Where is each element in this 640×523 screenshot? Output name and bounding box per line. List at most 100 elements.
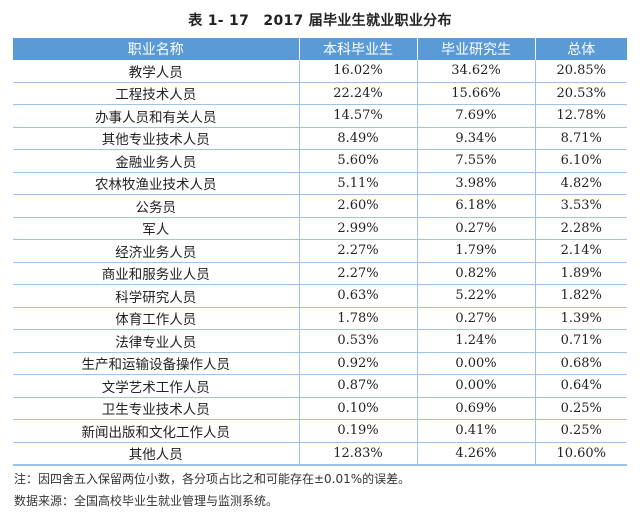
graduate-share-cell: 0.69% — [417, 397, 536, 420]
table-row: 体育工作人员 1.78% 0.27% 1.39% — [13, 307, 627, 330]
occupation-cell: 卫生专业技术人员 — [13, 397, 300, 420]
occupation-cell: 农林牧渔业技术人员 — [13, 172, 300, 195]
undergraduate-share-cell: 22.24% — [299, 82, 418, 105]
undergraduate-share-cell: 0.87% — [299, 374, 418, 398]
table-row: 公务员 2.60% 6.18% 3.53% — [13, 194, 627, 218]
table-row: 卫生专业技术人员 0.10% 0.69% 0.25% — [13, 397, 627, 420]
overall-share-cell: 1.82% — [535, 284, 627, 308]
table-row: 经济业务人员 2.27% 1.79% 2.14% — [13, 239, 627, 263]
undergraduate-share-cell: 12.83% — [299, 442, 418, 466]
graduate-share-cell: 6.18% — [417, 194, 536, 218]
overall-share-cell: 4.82% — [535, 172, 627, 195]
overall-share-cell: 10.60% — [535, 442, 627, 466]
occupation-cell: 其他人员 — [13, 442, 300, 466]
table-row: 办事人员和有关人员 14.57% 7.69% 12.78% — [13, 104, 627, 128]
column-header-overall: 总体 — [535, 38, 627, 60]
table-row: 农林牧渔业技术人员 5.11% 3.98% 4.82% — [13, 172, 627, 195]
overall-share-cell: 20.85% — [535, 60, 627, 83]
overall-share-cell: 1.39% — [535, 307, 627, 330]
undergraduate-share-cell: 14.57% — [299, 104, 418, 128]
undergraduate-share-cell: 16.02% — [299, 60, 418, 83]
graduate-share-cell: 0.27% — [417, 307, 536, 330]
overall-share-cell: 0.64% — [535, 374, 627, 398]
overall-share-cell: 1.89% — [535, 262, 627, 285]
occupation-cell: 生产和运输设备操作人员 — [13, 352, 300, 375]
column-header-undergraduate: 本科毕业生 — [299, 38, 418, 60]
occupation-cell: 军人 — [13, 217, 300, 240]
table-row: 商业和服务业人员 2.27% 0.82% 1.89% — [13, 262, 627, 285]
table-row: 文学艺术工作人员 0.87% 0.00% 0.64% — [13, 374, 627, 398]
graduate-share-cell: 0.82% — [417, 262, 536, 285]
undergraduate-share-cell: 5.11% — [299, 172, 418, 195]
undergraduate-share-cell: 5.60% — [299, 149, 418, 173]
undergraduate-share-cell: 2.60% — [299, 194, 418, 218]
graduate-share-cell: 0.00% — [417, 374, 536, 398]
occupation-cell: 其他专业技术人员 — [13, 127, 300, 150]
table-row: 其他专业技术人员 8.49% 9.34% 8.71% — [13, 127, 627, 150]
undergraduate-share-cell: 0.10% — [299, 397, 418, 420]
table-row: 军人 2.99% 0.27% 2.28% — [13, 217, 627, 240]
occupation-cell: 办事人员和有关人员 — [13, 104, 300, 128]
undergraduate-share-cell: 1.78% — [299, 307, 418, 330]
table-row: 工程技术人员 22.24% 15.66% 20.53% — [13, 82, 627, 105]
undergraduate-share-cell: 0.63% — [299, 284, 418, 308]
occupation-cell: 法律专业人员 — [13, 329, 300, 353]
graduate-share-cell: 15.66% — [417, 82, 536, 105]
occupation-cell: 体育工作人员 — [13, 307, 300, 330]
overall-share-cell: 2.14% — [535, 239, 627, 263]
occupation-cell: 经济业务人员 — [13, 239, 300, 263]
table-row: 教学人员 16.02% 34.62% 20.85% — [13, 60, 627, 83]
undergraduate-share-cell: 2.27% — [299, 262, 418, 285]
column-header-graduate: 毕业研究生 — [417, 38, 536, 60]
table-row: 生产和运输设备操作人员 0.92% 0.00% 0.68% — [13, 352, 627, 375]
occupation-cell: 公务员 — [13, 194, 300, 218]
graduate-share-cell: 4.26% — [417, 442, 536, 466]
overall-share-cell: 0.25% — [535, 397, 627, 420]
graduate-share-cell: 3.98% — [417, 172, 536, 195]
source-note: 数据来源：全国高校毕业生就业管理与监测系统。 — [14, 494, 279, 508]
graduate-share-cell: 0.00% — [417, 352, 536, 375]
graduate-share-cell: 0.27% — [417, 217, 536, 240]
overall-share-cell: 0.71% — [535, 329, 627, 353]
occupation-cell: 科学研究人员 — [13, 284, 300, 308]
graduate-share-cell: 9.34% — [417, 127, 536, 150]
undergraduate-share-cell: 0.19% — [299, 419, 418, 443]
occupation-cell: 教学人员 — [13, 60, 300, 83]
occupation-distribution-table: 职业名称 本科毕业生 毕业研究生 总体 教学人员 16.02% 34.62% 20.8… — [13, 38, 627, 466]
occupation-cell: 工程技术人员 — [13, 82, 300, 105]
table-title: 表 1- 17 2017 届毕业生就业职业分布 — [188, 13, 452, 29]
occupation-cell: 文学艺术工作人员 — [13, 374, 300, 398]
undergraduate-share-cell: 8.49% — [299, 127, 418, 150]
overall-share-cell: 20.53% — [535, 82, 627, 105]
overall-share-cell: 6.10% — [535, 149, 627, 173]
graduate-share-cell: 7.69% — [417, 104, 536, 128]
graduate-share-cell: 5.22% — [417, 284, 536, 308]
overall-share-cell: 0.68% — [535, 352, 627, 375]
rounding-note: 注：因四舍五入保留两位小数，各分项占比之和可能存在±0.01%的误差。 — [14, 472, 411, 486]
occupation-cell: 新闻出版和文化工作人员 — [13, 419, 300, 443]
table-row: 科学研究人员 0.63% 5.22% 1.82% — [13, 284, 627, 308]
overall-share-cell: 2.28% — [535, 217, 627, 240]
table-row: 金融业务人员 5.60% 7.55% 6.10% — [13, 149, 627, 173]
occupation-cell: 金融业务人员 — [13, 149, 300, 173]
overall-share-cell: 12.78% — [535, 104, 627, 128]
undergraduate-share-cell: 2.27% — [299, 239, 418, 263]
graduate-share-cell: 1.24% — [417, 329, 536, 353]
graduate-share-cell: 7.55% — [417, 149, 536, 173]
table-body: 教学人员 16.02% 34.62% 20.85% 工程技术人员 22.24% 15.66%… — [13, 60, 627, 466]
undergraduate-share-cell: 2.99% — [299, 217, 418, 240]
table-row: 法律专业人员 0.53% 1.24% 0.71% — [13, 329, 627, 353]
graduate-share-cell: 0.41% — [417, 419, 536, 443]
graduate-share-cell: 34.62% — [417, 60, 536, 83]
undergraduate-share-cell: 0.53% — [299, 329, 418, 353]
header-row: 职业名称 本科毕业生 毕业研究生 总体 — [13, 38, 627, 60]
overall-share-cell: 8.71% — [535, 127, 627, 150]
graduate-share-cell: 1.79% — [417, 239, 536, 263]
occupation-cell: 商业和服务业人员 — [13, 262, 300, 285]
column-header-occupation: 职业名称 — [13, 38, 300, 60]
overall-share-cell: 0.25% — [535, 419, 627, 443]
undergraduate-share-cell: 0.92% — [299, 352, 418, 375]
table-row: 新闻出版和文化工作人员 0.19% 0.41% 0.25% — [13, 419, 627, 443]
overall-share-cell: 3.53% — [535, 194, 627, 218]
table-row: 其他人员 12.83% 4.26% 10.60% — [13, 442, 627, 466]
